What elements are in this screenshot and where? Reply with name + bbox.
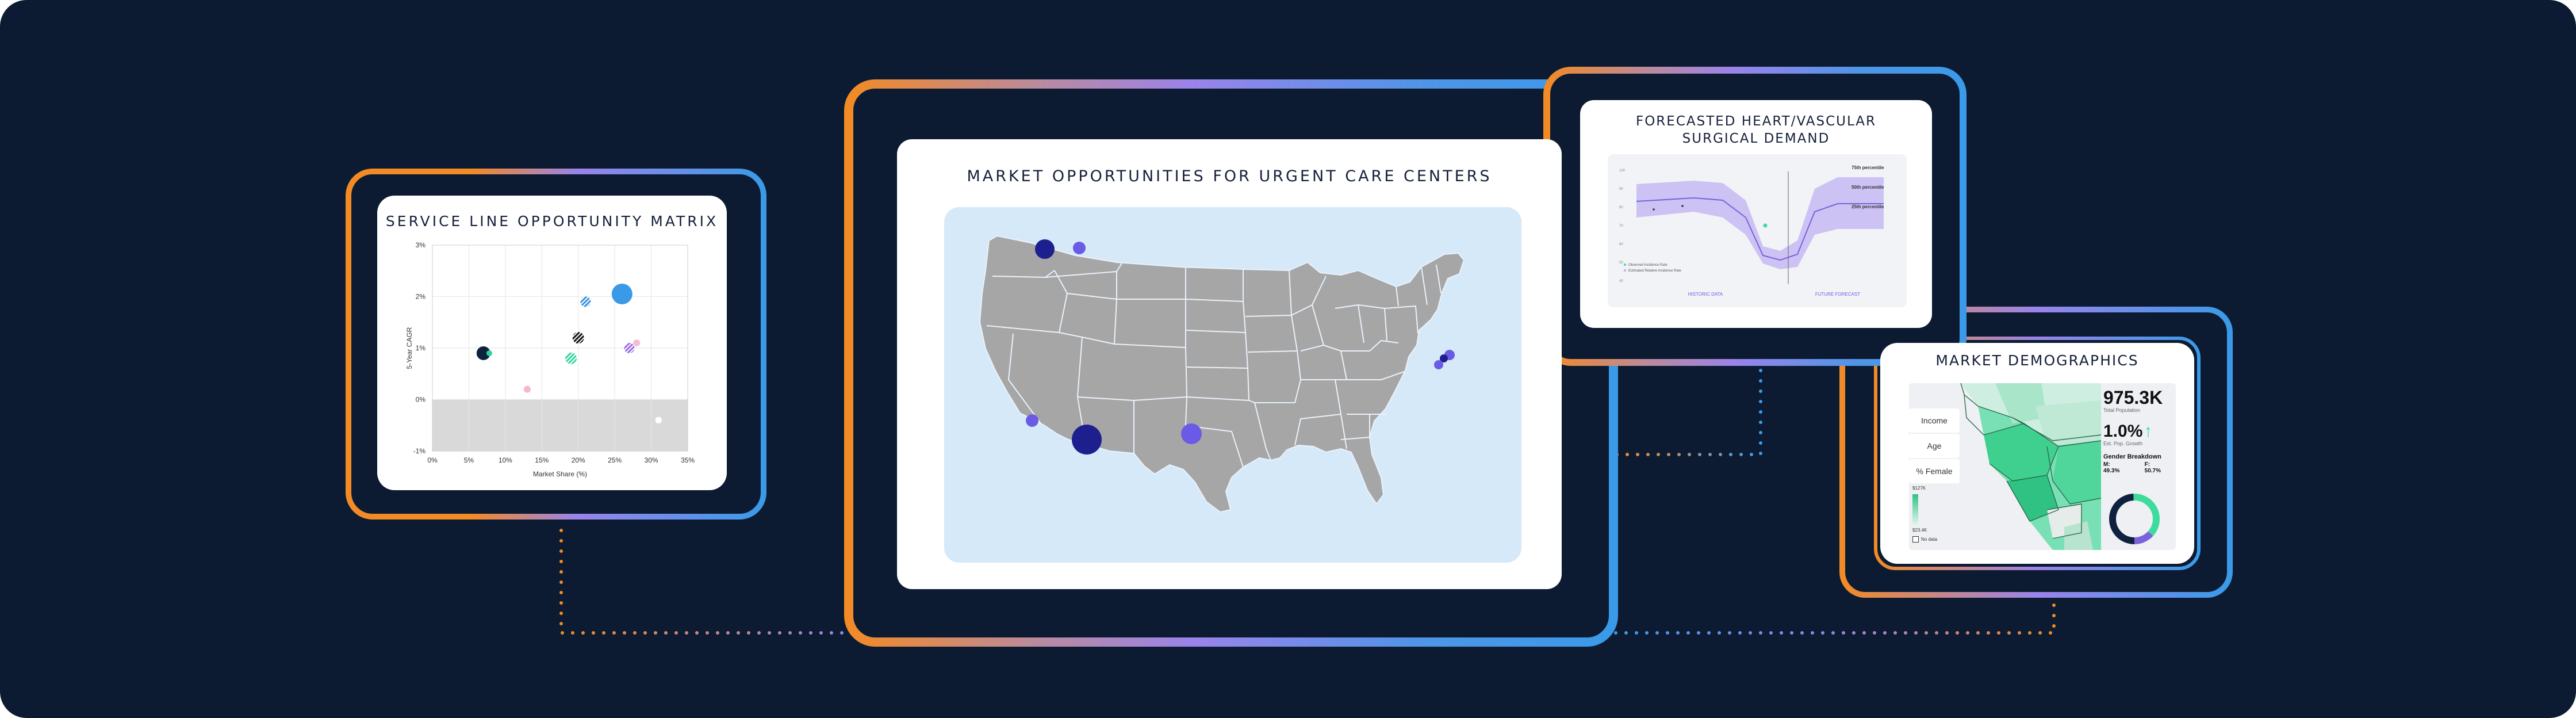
matrix-chart: 3%2%1%0%-1%0% 5% 10% 15% 20% 25% 30% 35%Market … [405, 241, 695, 478]
filter-age-button[interactable]: Age [1909, 434, 1960, 458]
matrix-title: SERVICE LINE OPPORTUNITY MATRIX [385, 213, 719, 230]
matrix-point [611, 284, 632, 305]
matrix-y-tick: 2% [416, 293, 426, 301]
marker-seattle [1035, 239, 1055, 259]
legend-gradient [1912, 494, 1918, 525]
state-borders [986, 262, 1442, 468]
matrix-x-tick: 30% [645, 456, 658, 464]
forecast-series-25: 25th percentile [1851, 204, 1884, 209]
matrix-point [523, 385, 531, 393]
forecast-median-line [1636, 197, 1884, 261]
demographics-panel: Income Age % Female $127K $23.4K No data [1909, 383, 2176, 550]
forecast-x-historic: HISTORIC DATA [1688, 292, 1723, 297]
matrix-y-tick: 0% [416, 396, 426, 404]
forecast-legend-estimated: Estimated Relative Incidence Rate [1628, 269, 1681, 273]
connector-left [559, 529, 853, 635]
male-value: 49.3% [2103, 468, 2120, 474]
matrix-x-tick: 5% [464, 456, 474, 464]
marker-phoenix [1072, 425, 1102, 455]
svg-text:60: 60 [1619, 243, 1623, 246]
svg-text:80: 80 [1619, 206, 1623, 209]
legend-bottom-value: $23.4K [1912, 528, 1927, 533]
female-value: 50.7% [2144, 468, 2161, 474]
matrix-frame [346, 169, 766, 520]
forecast-band [1636, 177, 1884, 269]
urgent-care-card: MARKET OPPORTUNITIES FOR URGENT CARE CEN… [897, 139, 1562, 589]
us-map [979, 235, 1465, 513]
svg-text:40: 40 [1619, 280, 1623, 283]
svg-text:50: 50 [1619, 261, 1623, 265]
svg-text:100: 100 [1619, 169, 1626, 173]
marker-boston [1440, 354, 1448, 362]
map-panel [944, 207, 1521, 563]
matrix-x-tick: 35% [681, 456, 695, 464]
matrix-y-tick: 1% [416, 344, 426, 352]
matrix-point [572, 332, 584, 344]
matrix-x-tick: 25% [608, 456, 622, 464]
growth-value: 1.0% [2103, 422, 2143, 441]
map-legend: $127K $23.4K No data [1912, 486, 1958, 543]
demographics-frame-outer [1839, 307, 2233, 598]
marker-los-angeles [1026, 414, 1038, 427]
population-value: 975.3K [2103, 387, 2163, 408]
forecast-y-ticks: 100 90 80 70 60 50 40 [1619, 169, 1626, 283]
matrix-x-tick: 10% [499, 456, 512, 464]
forecast-series-75: 75th percentile [1851, 165, 1884, 170]
matrix-x-label: Market Share (%) [533, 470, 587, 478]
demographics-title: MARKET DEMOGRAPHICS [1935, 352, 2139, 369]
matrix-point [580, 296, 591, 307]
gender-donut [2109, 494, 2160, 544]
forecast-panel: 100 90 80 70 60 50 40 75th percentile 50th per… [1608, 154, 1907, 307]
legend-nodata-label: No data [1921, 537, 1938, 542]
matrix-point [565, 352, 577, 364]
population-label: Total Population [2103, 407, 2141, 413]
demographics-frame-inner [1874, 337, 2201, 570]
male-label: M: [2103, 461, 2110, 468]
matrix-point [624, 343, 635, 353]
svg-text:70: 70 [1619, 224, 1623, 228]
matrix-x-tick: 20% [572, 456, 585, 464]
matrix-card: SERVICE LINE OPPORTUNITY MATRIX 3% 2% 1% 0%… [377, 196, 727, 490]
forecast-series-50: 50th percentile [1851, 185, 1884, 190]
marker-albuquerque [1181, 423, 1202, 444]
legend-nodata-swatch [1912, 536, 1919, 543]
forecast-x-future: FUTURE FORECAST [1815, 292, 1860, 297]
matrix-plot-border [432, 245, 688, 452]
matrix-y-tick: 3% [416, 241, 426, 249]
matrix-point [476, 346, 490, 360]
connector-middle [1615, 366, 1762, 456]
female-label: F: [2144, 461, 2150, 468]
matrix-x-tick: 0% [427, 456, 438, 464]
matrix-y-tick: -1% [413, 447, 426, 455]
filter-female-button[interactable]: % Female [1909, 459, 1960, 483]
matrix-x-tick: 15% [535, 456, 549, 464]
connector-right [1614, 602, 2056, 635]
matrix-y-label: 5-Year CAGR [405, 327, 413, 369]
urgent-care-title: MARKET OPPORTUNITIES FOR URGENT CARE CEN… [967, 167, 1492, 185]
matrix-point [486, 350, 492, 356]
gender-title: Gender Breakdown [2103, 453, 2161, 460]
growth-up-arrow-icon: ↑ [2144, 422, 2153, 441]
legend-top-value: $127K [1912, 486, 1926, 491]
marker-washington-east [1073, 242, 1086, 254]
forecast-card: FORECASTED HEART/VASCULAR SURGICAL DEMAN… [1580, 100, 1932, 328]
filter-income-button[interactable]: Income [1909, 408, 1960, 433]
demographics-card: MARKET DEMOGRAPHICS [1880, 343, 2194, 564]
matrix-point [654, 416, 662, 424]
forecast-chart: 100 90 80 70 60 50 40 75th percentile 50th per… [1619, 165, 1884, 297]
forecast-title-line1: FORECASTED HEART/VASCULAR [1635, 114, 1877, 129]
growth-label: Est. Pop. Growth [2103, 441, 2143, 446]
forecast-legend-observed: Observed Incidence Rate [1628, 263, 1667, 267]
negative-region [432, 399, 688, 451]
marker-new-jersey [1434, 360, 1443, 369]
svg-text:90: 90 [1619, 188, 1623, 191]
forecast-observed-point [1763, 223, 1768, 228]
stats-column: 975.3K Total Population 1.0% ↑ Est. Pop.… [2103, 388, 2184, 555]
forecast-title-line2: SURGICAL DEMAND [1682, 131, 1830, 146]
matrix-point [633, 339, 641, 347]
